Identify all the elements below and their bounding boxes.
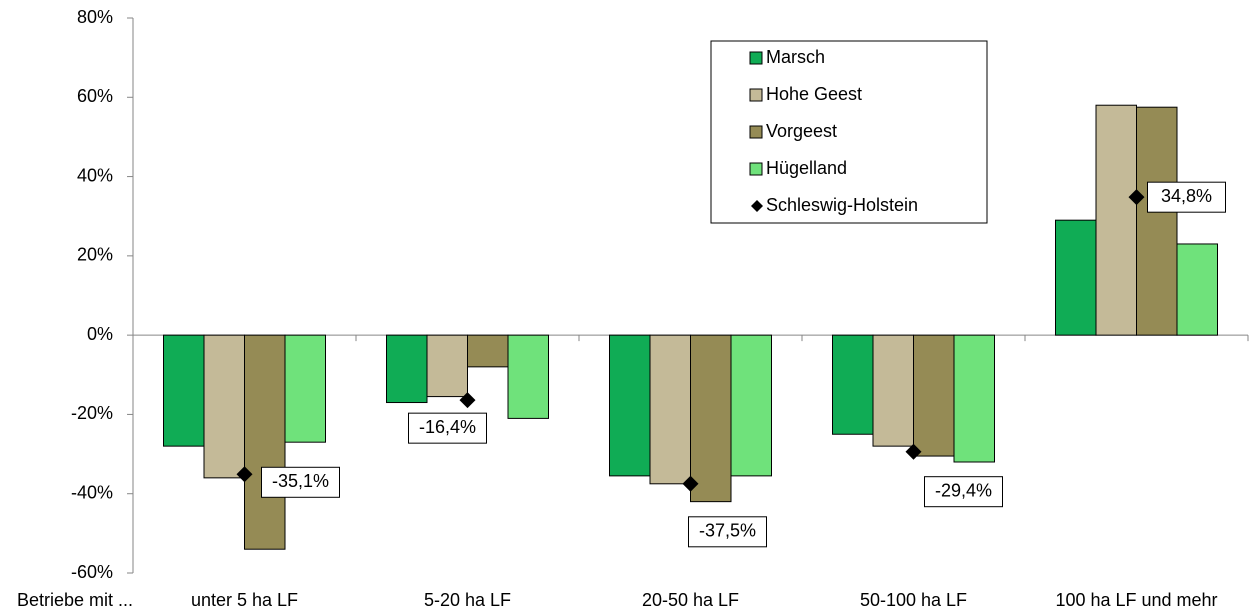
y-tick-label: 20% xyxy=(77,245,113,265)
bar xyxy=(467,334,509,368)
x-tick-label: 20-50 ha LF xyxy=(642,590,739,610)
marker xyxy=(236,466,253,483)
bar xyxy=(244,334,286,550)
legend-swatch xyxy=(749,162,763,176)
legend-marker xyxy=(751,200,763,212)
y-tick-label: 80% xyxy=(77,7,113,27)
bar xyxy=(1136,106,1178,336)
bar xyxy=(507,334,549,419)
data-label-box xyxy=(924,476,1003,508)
y-tick-label: -60% xyxy=(71,562,113,582)
legend-swatch xyxy=(749,51,763,65)
data-label-box xyxy=(408,412,487,444)
legend-swatch xyxy=(749,88,763,102)
legend-label: Vorgeest xyxy=(766,121,837,141)
bar xyxy=(1176,243,1218,336)
data-label: -37,5% xyxy=(699,521,756,541)
marker xyxy=(905,443,922,460)
y-tick-label: -20% xyxy=(71,403,113,423)
bar xyxy=(690,334,732,503)
marker xyxy=(1128,189,1145,206)
data-label: -29,4% xyxy=(935,480,992,500)
y-tick-label: -40% xyxy=(71,482,113,502)
marker xyxy=(459,392,476,409)
data-label: -16,4% xyxy=(419,417,476,437)
marker xyxy=(682,475,699,492)
y-tick-label: 60% xyxy=(77,86,113,106)
data-label: 34,8% xyxy=(1161,186,1212,206)
bar xyxy=(203,334,245,479)
bar xyxy=(832,334,874,435)
legend-swatch xyxy=(749,125,763,139)
x-axis-label: Betriebe mit ... xyxy=(17,590,133,610)
data-label-box xyxy=(688,516,767,548)
x-tick-label: 100 ha LF und mehr xyxy=(1055,590,1217,610)
bar xyxy=(386,334,428,404)
bar xyxy=(426,334,468,398)
bar xyxy=(649,334,691,485)
data-label-box xyxy=(1147,181,1226,213)
bar xyxy=(284,334,326,443)
legend-label: Marsch xyxy=(766,47,825,67)
y-tick-label: 0% xyxy=(87,324,113,344)
legend-label: Hügelland xyxy=(766,158,847,178)
x-tick-label: 50-100 ha LF xyxy=(860,590,967,610)
bar xyxy=(1055,219,1097,336)
bar xyxy=(953,334,995,463)
bar xyxy=(1095,104,1137,336)
bar xyxy=(730,334,772,477)
data-label: -35,1% xyxy=(272,471,329,491)
x-tick-label: 5-20 ha LF xyxy=(424,590,511,610)
data-label-box xyxy=(261,466,340,498)
x-tick-label: unter 5 ha LF xyxy=(191,590,298,610)
bar xyxy=(609,334,651,477)
y-tick-label: 40% xyxy=(77,165,113,185)
bar xyxy=(163,334,205,447)
bar xyxy=(913,334,955,457)
legend-label: Hohe Geest xyxy=(766,84,862,104)
legend-label: Schleswig-Holstein xyxy=(766,195,918,215)
bar xyxy=(872,334,914,447)
